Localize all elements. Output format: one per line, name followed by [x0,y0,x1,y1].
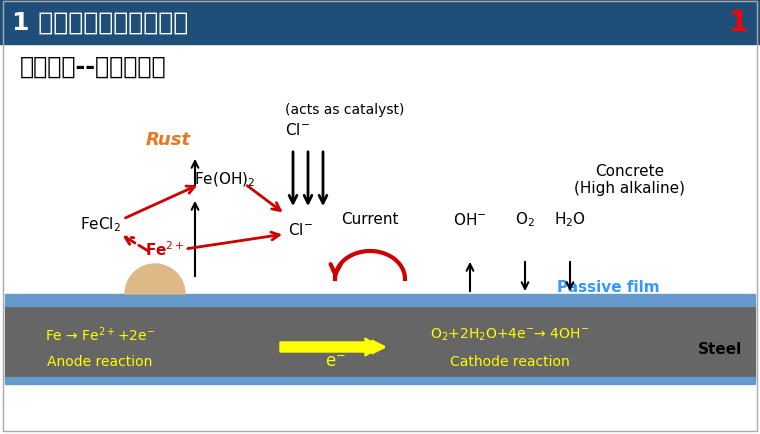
Bar [0,0,760,45]
Text: 1 研究背景、目的和意义: 1 研究背景、目的和意义 [12,11,188,35]
Text: Fe(OH)$_2$: Fe(OH)$_2$ [195,171,255,189]
Text: Anode reaction: Anode reaction [47,354,153,368]
Text: FeCl$_2$: FeCl$_2$ [80,215,120,234]
Bar [5,294,755,306]
Bar [5,377,755,384]
Wedge shape [125,264,185,294]
Text: O$_2$+2H$_2$O+4e$^{-}$→ 4OH$^{-}$: O$_2$+2H$_2$O+4e$^{-}$→ 4OH$^{-}$ [430,326,590,342]
Text: Cathode reaction: Cathode reaction [450,354,570,368]
Text: Current: Current [341,212,399,227]
Text: O$_2$: O$_2$ [515,210,535,229]
Text: Rust: Rust [145,131,191,149]
Text: 腐蚀机理--氯离子诱导: 腐蚀机理--氯离子诱导 [20,55,166,79]
Text: Cl$^{-}$: Cl$^{-}$ [285,122,310,138]
Text: Fe → Fe$^{2+}$+2e$^{-}$: Fe → Fe$^{2+}$+2e$^{-}$ [45,325,155,343]
Text: Concrete
(High alkaline): Concrete (High alkaline) [575,164,686,196]
Text: OH$^{-}$: OH$^{-}$ [453,211,486,227]
Text: Steel: Steel [698,342,742,357]
FancyArrow shape [280,338,380,356]
Text: Fe$^{2+}$: Fe$^{2+}$ [145,240,185,259]
Text: H$_2$O: H$_2$O [554,210,586,229]
Text: (acts as catalyst): (acts as catalyst) [285,103,404,117]
Text: e$^{-}$: e$^{-}$ [325,352,346,370]
Bar [5,304,755,379]
Text: 1: 1 [729,9,748,37]
Text: Cl$^{-}$: Cl$^{-}$ [287,221,312,237]
Text: Passive film: Passive film [557,279,660,294]
